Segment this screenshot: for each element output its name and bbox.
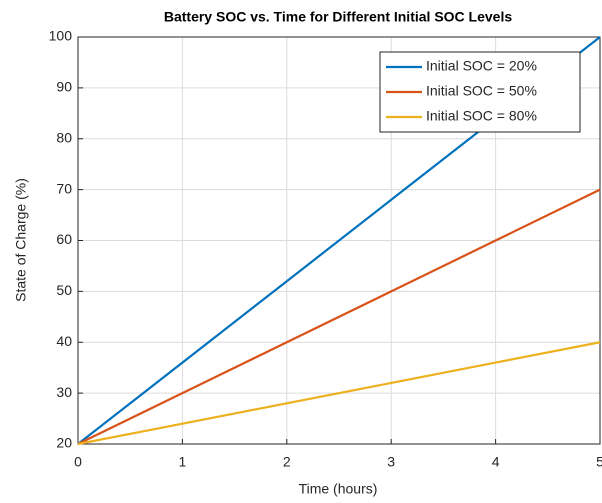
y-tick-label: 20 [56, 435, 72, 451]
chart-title: Battery SOC vs. Time for Different Initi… [164, 9, 512, 25]
x-tick-label: 5 [596, 454, 602, 470]
axes-box [77, 36, 601, 445]
y-tick-label: 70 [56, 180, 72, 196]
legend-label: Initial SOC = 20% [426, 58, 537, 74]
legend-label: Initial SOC = 50% [426, 83, 537, 99]
y-tick-label: 40 [56, 333, 72, 349]
x-tick-label: 3 [387, 454, 395, 470]
y-axis-label: State of Charge (%) [13, 178, 29, 302]
y-tick-label: 80 [56, 129, 72, 145]
x-tick-label: 0 [74, 454, 82, 470]
series-line [77, 341, 601, 446]
x-tick-label: 1 [179, 454, 187, 470]
legend-label: Initial SOC = 80% [426, 108, 537, 124]
y-tick-label: 60 [56, 231, 72, 247]
x-tick-label: 4 [492, 454, 500, 470]
x-axis-label: Time (hours) [299, 481, 378, 497]
y-tick-label: 50 [56, 282, 72, 298]
x-tick-label: 2 [283, 454, 291, 470]
y-tick-label: 30 [56, 384, 72, 400]
series-line [77, 188, 601, 445]
y-tick-label: 100 [49, 28, 73, 44]
y-tick-label: 90 [56, 79, 72, 95]
